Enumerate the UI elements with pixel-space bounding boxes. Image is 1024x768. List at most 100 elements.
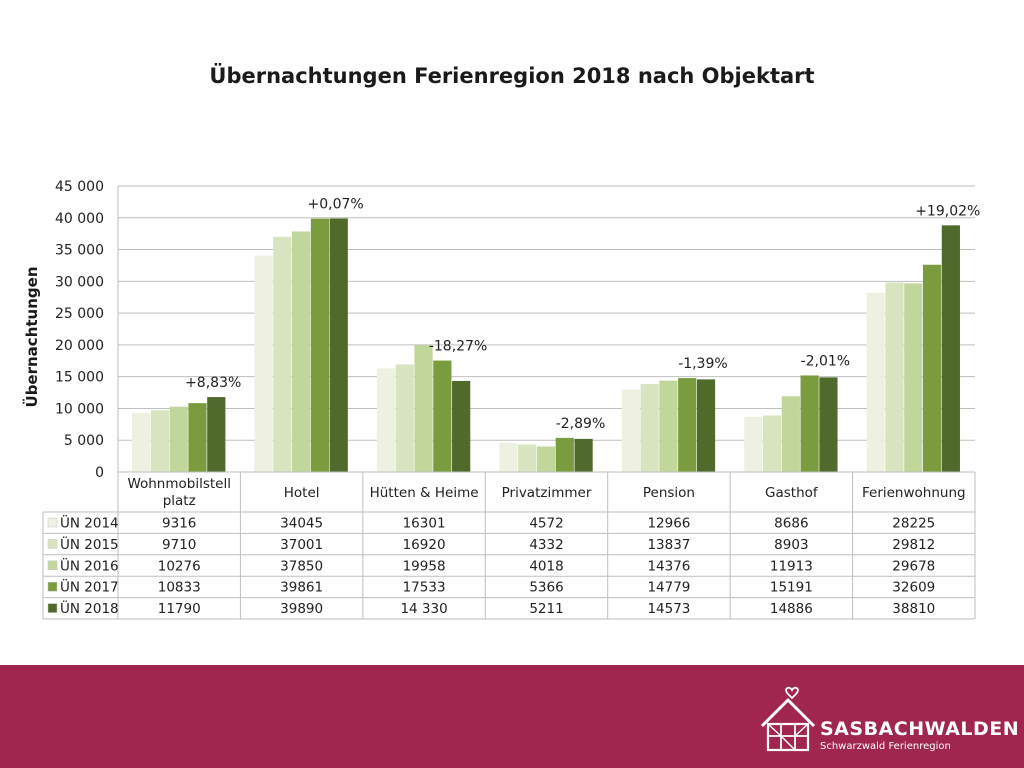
- bar: [621, 389, 640, 472]
- category-label: Wohnmobilstell: [127, 476, 231, 492]
- y-axis-label: Übernachtungen: [22, 267, 41, 408]
- table-cell: 16301: [403, 516, 446, 532]
- y-tick-label: 15 000: [55, 370, 104, 386]
- table-cell: 16920: [403, 537, 446, 553]
- y-tick-label: 0: [95, 465, 104, 481]
- bar: [762, 415, 782, 472]
- table-cell: 37001: [280, 537, 323, 553]
- table-cell: 29678: [892, 558, 935, 574]
- table-cell: 29812: [892, 537, 935, 553]
- bar: [678, 378, 697, 472]
- table-cell: 14573: [647, 601, 690, 617]
- y-tick-label: 25 000: [55, 306, 104, 322]
- category-label: Gasthof: [765, 485, 819, 501]
- table-cell: 14 330: [400, 601, 447, 617]
- table-cell: 38810: [892, 601, 935, 617]
- table-cell: 4018: [529, 558, 563, 574]
- bar: [800, 375, 819, 472]
- bar: [574, 438, 593, 472]
- house-logo-icon: [760, 686, 816, 752]
- legend-label: ÜN 2016: [60, 556, 119, 574]
- y-tick-label: 5 000: [64, 433, 104, 449]
- table-cell: 9316: [162, 516, 196, 532]
- bar: [536, 446, 556, 472]
- gridlines: 0 5 000 10 000 15 000 20 000 25 000 30 000 35 0…: [55, 179, 975, 481]
- table-cell: 39890: [280, 601, 323, 617]
- table-cell: 4332: [529, 537, 563, 553]
- table-cell: 9710: [162, 537, 196, 553]
- chart: Übernachtungen Ferienregion 2018 nach Ob…: [22, 63, 980, 620]
- bar: [414, 345, 433, 472]
- legend-label: ÜN 2015: [60, 535, 119, 553]
- y-tick-label: 40 000: [55, 211, 104, 227]
- table-cell: 14779: [647, 580, 690, 596]
- legend-swatch: [47, 603, 58, 613]
- bar: [452, 380, 471, 472]
- table-cell: 37850: [280, 558, 323, 574]
- annotations: +8,83% +0,07% -18,27% -2,89% -1,39% -2,01% +19…: [185, 196, 980, 431]
- table-cell: 11790: [158, 601, 201, 617]
- y-tick-label: 20 000: [55, 338, 104, 354]
- bars: [132, 218, 960, 472]
- change-annotation: -2,89%: [556, 416, 606, 432]
- bar: [150, 410, 169, 472]
- bar: [781, 396, 800, 472]
- y-tick-label: 45 000: [55, 179, 104, 195]
- table-cell: 14886: [770, 601, 813, 617]
- bar: [188, 403, 207, 472]
- bar: [518, 444, 537, 472]
- bar: [132, 412, 151, 472]
- bar: [169, 406, 188, 472]
- brand-name: SASBACHWALDEN: [820, 718, 1020, 740]
- brand-logo: SASBACHWALDEN Schwarzwald Ferienregion: [758, 686, 1019, 756]
- table-cell: 15191: [770, 580, 813, 596]
- bar: [904, 283, 923, 472]
- category-label: Pension: [643, 485, 695, 501]
- category-label: Hütten & Heime: [370, 485, 479, 501]
- change-annotation: +8,83%: [185, 375, 241, 391]
- table-cell: 14376: [647, 558, 690, 574]
- bar: [310, 218, 330, 472]
- table-cell: 17533: [403, 580, 446, 596]
- bar: [659, 380, 678, 472]
- bar: [395, 364, 414, 472]
- change-annotation: +19,02%: [915, 203, 980, 219]
- bar: [640, 384, 659, 472]
- category-label: platz: [163, 493, 196, 509]
- legend-label: ÜN 2017: [60, 578, 119, 596]
- table-cell: 13837: [647, 537, 690, 553]
- bar: [819, 377, 838, 472]
- bar: [433, 360, 452, 472]
- legend-swatch: [47, 539, 58, 549]
- bar: [922, 264, 942, 472]
- table-cell: 10276: [158, 558, 201, 574]
- table-cell: 5366: [529, 580, 563, 596]
- bar: [866, 292, 885, 472]
- y-tick-label: 10 000: [55, 401, 104, 417]
- footer-band: [0, 665, 1024, 768]
- table-cell: 34045: [280, 516, 323, 532]
- legend-swatch: [47, 581, 58, 592]
- change-annotation: -2,01%: [801, 353, 851, 369]
- bar: [207, 397, 226, 472]
- bar: [292, 231, 311, 472]
- bar: [376, 368, 396, 472]
- table-cell: 28225: [892, 516, 935, 532]
- brand-tagline: Schwarzwald Ferienregion: [820, 741, 951, 752]
- change-annotation: -1,39%: [678, 356, 728, 372]
- table-cell: 39861: [280, 580, 323, 596]
- category-label: Ferienwohnung: [862, 485, 966, 501]
- table-cell: 32609: [892, 580, 935, 596]
- bar: [555, 437, 574, 472]
- table-cell: 8686: [774, 516, 808, 532]
- bar: [696, 379, 716, 472]
- legend-swatch: [47, 560, 58, 571]
- legend-swatch: [47, 517, 58, 528]
- legend-label: ÜN 2014: [60, 514, 119, 532]
- legend-label: ÜN 2018: [60, 599, 119, 617]
- table-cell: 11913: [770, 558, 813, 574]
- y-tick-label: 35 000: [55, 243, 104, 259]
- bar: [273, 236, 292, 472]
- category-label: Hotel: [284, 485, 320, 501]
